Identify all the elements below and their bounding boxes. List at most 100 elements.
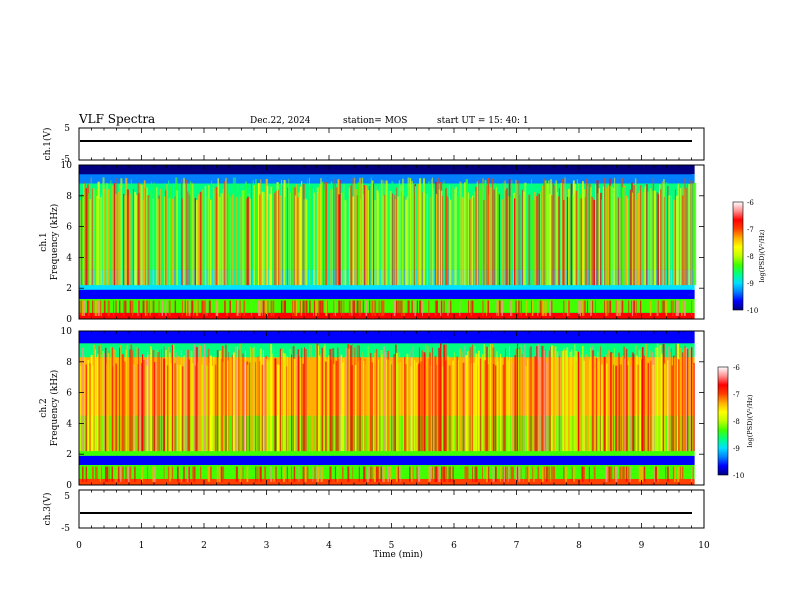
sferic-streak bbox=[411, 180, 413, 286]
low-freq-streak bbox=[302, 466, 304, 482]
low-freq-streak bbox=[123, 300, 125, 316]
low-freq-streak bbox=[317, 466, 319, 482]
low-freq-streak bbox=[396, 466, 398, 482]
sferic-streak bbox=[543, 350, 546, 452]
sferic-streak bbox=[155, 362, 157, 452]
low-freq-streak bbox=[633, 300, 636, 316]
sferic-streak bbox=[225, 344, 227, 452]
low-freq-streak bbox=[120, 466, 122, 482]
sferic-streak bbox=[147, 351, 149, 452]
sferic-streak bbox=[607, 185, 610, 286]
sferic-streak bbox=[115, 194, 117, 286]
sferic-streak bbox=[220, 193, 222, 286]
sferic-streak bbox=[359, 177, 361, 286]
sferic-streak bbox=[328, 355, 331, 452]
low-freq-streak bbox=[510, 300, 512, 316]
ch2-colorbar-gradient bbox=[717, 366, 729, 476]
sferic-streak bbox=[604, 178, 606, 286]
y-tick-label: 4 bbox=[66, 253, 72, 263]
sferic-streak bbox=[611, 186, 613, 286]
sferic-streak bbox=[335, 360, 338, 452]
sferic-streak bbox=[178, 355, 180, 452]
sferic-streak bbox=[448, 184, 450, 286]
low-freq-streak bbox=[411, 466, 413, 482]
sferic-streak bbox=[112, 366, 114, 452]
low-freq-streak bbox=[108, 466, 110, 482]
sferic-streak bbox=[164, 196, 166, 286]
sferic-streak bbox=[321, 347, 323, 452]
sferic-streak bbox=[523, 191, 526, 286]
sferic-streak bbox=[183, 355, 185, 452]
low-freq-streak bbox=[208, 300, 211, 316]
sferic-streak bbox=[339, 180, 341, 286]
date-label: Dec.22, 2024 bbox=[250, 116, 311, 126]
low-freq-streak bbox=[665, 466, 667, 482]
low-freq-streak bbox=[399, 466, 401, 482]
low-freq-streak bbox=[438, 466, 441, 482]
sferic-streak bbox=[179, 365, 181, 452]
sferic-streak bbox=[538, 193, 540, 286]
low-freq-streak bbox=[154, 466, 156, 482]
sferic-streak bbox=[554, 185, 556, 286]
sferic-streak bbox=[83, 361, 85, 452]
sferic-streak bbox=[541, 195, 543, 286]
sferic-streak bbox=[623, 346, 625, 452]
sferic-streak bbox=[375, 186, 377, 286]
sferic-streak bbox=[373, 357, 374, 452]
x-axis-tick-labels: 0 1 2 3 4 5 6 7 8 9 10 bbox=[76, 541, 710, 551]
low-freq-streak bbox=[97, 300, 100, 316]
sferic-streak bbox=[606, 187, 609, 286]
sferic-streak bbox=[95, 357, 98, 452]
ch2-colorbar-tick-6: -6 bbox=[733, 364, 740, 372]
sferic-streak bbox=[537, 344, 540, 452]
ch1-ytick-bottom: -5 bbox=[61, 155, 70, 165]
sferic-streak bbox=[392, 357, 394, 452]
sferic-streak bbox=[338, 359, 339, 452]
sferic-streak bbox=[667, 360, 669, 452]
low-freq-streak bbox=[171, 466, 174, 482]
low-freq-streak bbox=[243, 300, 246, 316]
sferic-streak bbox=[174, 363, 177, 452]
sferic-streak bbox=[152, 198, 154, 286]
low-freq-streak bbox=[334, 466, 336, 482]
sferic-streak bbox=[97, 354, 99, 452]
x-tick-label: 6 bbox=[451, 541, 457, 551]
sferic-streak bbox=[665, 364, 667, 452]
sferic-streak bbox=[655, 193, 656, 286]
low-freq-streak bbox=[106, 466, 109, 482]
sferic-streak bbox=[488, 194, 490, 286]
sferic-streak bbox=[122, 186, 125, 286]
sferic-streak bbox=[168, 180, 170, 286]
sferic-streak bbox=[151, 348, 152, 452]
sferic-streak bbox=[94, 349, 96, 452]
sferic-streak bbox=[670, 195, 672, 286]
sferic-streak bbox=[330, 181, 333, 286]
sferic-streak bbox=[460, 182, 462, 286]
sferic-streak bbox=[495, 365, 497, 452]
sferic-streak bbox=[678, 183, 680, 286]
sferic-streak bbox=[255, 179, 257, 286]
low-freq-streak bbox=[665, 300, 668, 316]
sferic-streak bbox=[208, 198, 211, 286]
sferic-streak bbox=[440, 190, 443, 286]
low-freq-streak bbox=[174, 300, 177, 316]
low-freq-streak bbox=[125, 466, 127, 482]
sferic-streak bbox=[247, 364, 249, 452]
sferic-streak bbox=[272, 190, 275, 286]
sferic-streak bbox=[184, 190, 186, 286]
sferic-streak bbox=[305, 198, 306, 286]
sferic-streak bbox=[166, 365, 169, 452]
low-freq-streak bbox=[528, 466, 530, 482]
sferic-streak bbox=[528, 194, 531, 286]
sferic-streak bbox=[596, 357, 598, 452]
sferic-streak bbox=[497, 361, 499, 452]
sferic-streak bbox=[256, 196, 259, 286]
sferic-streak bbox=[267, 199, 269, 286]
low-freq-streak bbox=[657, 300, 659, 316]
sferic-streak bbox=[220, 358, 223, 452]
sferic-streak bbox=[635, 199, 637, 286]
sferic-streak bbox=[501, 199, 503, 286]
low-freq-streak bbox=[282, 466, 285, 482]
sferic-streak bbox=[424, 192, 426, 286]
sferic-streak bbox=[589, 347, 591, 452]
